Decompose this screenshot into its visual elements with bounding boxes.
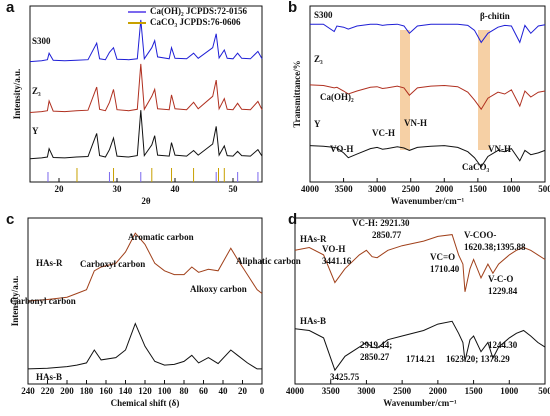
x-tick-label: 0: [260, 386, 265, 396]
x-tick-label: 2000: [429, 386, 448, 396]
annotation: Aliphatic carbon: [236, 256, 301, 266]
annotation: β-chitin: [480, 11, 510, 21]
x-tick-label: 240: [21, 386, 35, 396]
annotation: Aromatic carbon: [128, 232, 194, 242]
annotation: 3425.75: [330, 372, 360, 382]
x-tick-label: 160: [99, 386, 113, 396]
annotation: Alkoxy carbon: [190, 284, 247, 294]
series-line: [309, 145, 546, 168]
annotation: VN-H: [488, 144, 511, 154]
x-tick-label: 2000: [435, 184, 454, 194]
annotation: V-C-O: [488, 274, 513, 284]
series-label: Y: [314, 119, 321, 129]
annotation: 2919.44;: [360, 340, 392, 350]
x-axis-label: Wavenumber/cm⁻¹: [391, 196, 465, 206]
x-axis-label: Chemical shift (δ): [111, 398, 180, 408]
x-tick-label: 180: [80, 386, 94, 396]
x-tick-label: 500: [538, 184, 550, 194]
series-line: [294, 320, 546, 372]
annotation: VC-H: 2921.30: [352, 218, 410, 228]
annotation: CaCO₃: [462, 162, 489, 172]
annotation: 3441.16: [322, 256, 352, 266]
annotation: Carbonyl carbon: [10, 296, 76, 306]
x-tick-label: 3500: [322, 386, 341, 396]
annotation: V-COO-: [464, 230, 496, 240]
series-label: HAs-R: [36, 258, 63, 268]
x-tick-label: 80: [180, 386, 190, 396]
y-axis-label: Transmittance/%: [292, 60, 302, 127]
y-axis-label: Intensity/a.u.: [12, 69, 22, 120]
panel-letter: b: [288, 0, 297, 16]
annotation: 1714.21: [406, 354, 436, 364]
series-label: HAs-B: [300, 316, 326, 326]
series-label: Y: [32, 126, 39, 136]
series-line: [29, 19, 263, 63]
series-line: [29, 110, 263, 160]
x-tick-label: 4000: [286, 386, 305, 396]
annotation: 1229.84: [488, 286, 518, 296]
x-tick-label: 2500: [393, 386, 412, 396]
x-tick-label: 50: [229, 184, 239, 194]
annotation: 2850.27: [360, 352, 390, 362]
annotation: 1623.20; 1378.29: [446, 354, 510, 364]
series-line: [309, 84, 546, 111]
x-tick-label: 1500: [465, 386, 484, 396]
annotation: Carboxyl carbon: [80, 259, 145, 269]
x-axis-label: Wavenumber/cm⁻¹: [383, 398, 457, 408]
series-line: [310, 23, 546, 44]
x-tick-label: 40: [171, 184, 181, 194]
x-tick-label: 20: [55, 184, 65, 194]
plot-frame: [29, 5, 263, 183]
x-tick-label: 200: [60, 386, 74, 396]
x-tick-label: 100: [158, 386, 172, 396]
x-tick-label: 4000: [301, 184, 320, 194]
x-tick-label: 40: [219, 386, 229, 396]
x-tick-label: 140: [119, 386, 133, 396]
x-tick-label: 3000: [368, 184, 387, 194]
x-tick-label: 500: [538, 386, 550, 396]
annotation: Ca(OH)₂: [320, 92, 354, 102]
series-line: [294, 234, 546, 292]
legend-label: Ca(OH)₂ JCPDS:72-0156: [150, 6, 247, 16]
series-line: [29, 63, 263, 113]
annotation: 1620.38;1395.88: [464, 242, 526, 252]
series-line: [27, 232, 263, 302]
annotation: VC=O: [430, 252, 455, 262]
plot-frame: [294, 217, 546, 385]
series-label: HAs-R: [300, 234, 327, 244]
x-tick-label: 3500: [335, 184, 354, 194]
x-tick-label: 120: [138, 386, 152, 396]
annotation: 1244.30: [488, 340, 518, 350]
panel-letter: d: [288, 211, 297, 228]
legend-label: CaCO₃ JCPDS:76-0606: [150, 17, 241, 27]
series-label: S300: [314, 10, 333, 20]
x-tick-label: 1500: [469, 184, 488, 194]
x-tick-label: 20: [238, 386, 248, 396]
series-line: [27, 322, 262, 370]
x-tick-label: 3000: [357, 386, 376, 396]
y-axis-label: Intensity/a.u.: [10, 276, 20, 327]
series-label: Z₃: [32, 86, 41, 96]
x-tick-label: 220: [41, 386, 55, 396]
panel-letter: c: [6, 211, 14, 228]
annotation: 2850.77: [372, 230, 402, 240]
annotation: VN-H: [404, 118, 427, 128]
band: [478, 30, 490, 150]
annotation: VO-H: [322, 244, 345, 254]
x-tick-label: 1000: [502, 184, 521, 194]
panel-letter: a: [6, 0, 15, 16]
annotation: VO-H: [330, 144, 353, 154]
x-tick-label: 30: [113, 184, 123, 194]
x-tick-label: 2500: [402, 184, 421, 194]
series-label: Z₃: [314, 54, 323, 64]
series-label: HAs-B: [36, 372, 62, 382]
x-axis-label: 2θ: [141, 196, 151, 206]
x-tick-label: 60: [199, 386, 209, 396]
annotation: 1710.40: [430, 264, 460, 274]
x-tick-label: 1000: [500, 386, 519, 396]
annotation: VC-H: [372, 128, 395, 138]
plot-frame: [309, 5, 546, 183]
series-label: S300: [32, 36, 51, 46]
